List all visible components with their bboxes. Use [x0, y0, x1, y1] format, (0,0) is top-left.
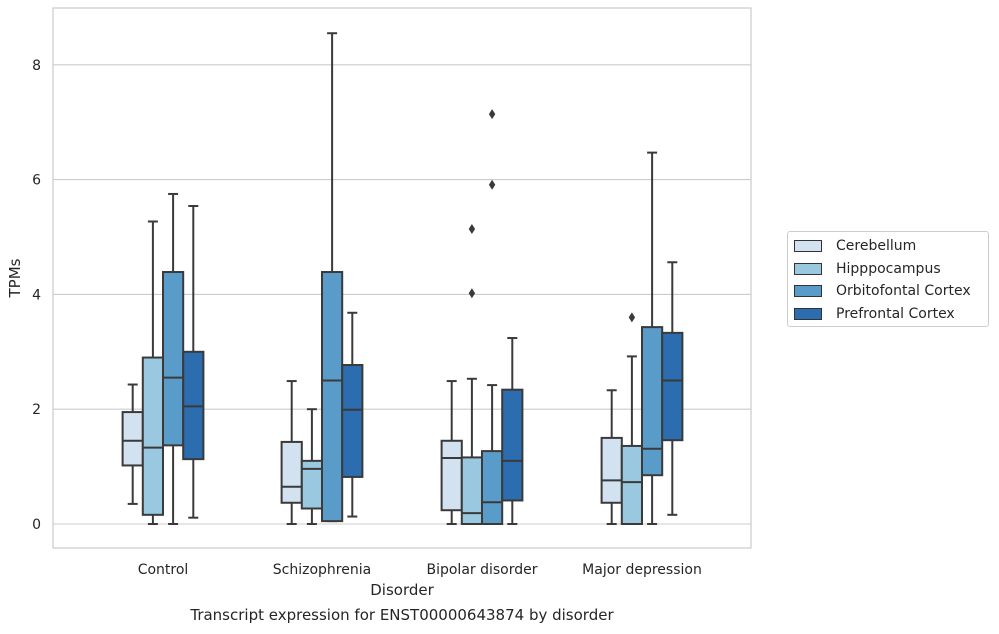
box-rect	[661, 331, 684, 442]
legend-label: Orbitofontal Cortex	[836, 283, 971, 299]
box-rect	[162, 271, 185, 447]
box-rect	[641, 326, 664, 477]
y-tick-label: 6	[32, 173, 41, 189]
box-rect	[121, 411, 144, 467]
legend-label: Prefrontal Cortex	[836, 305, 955, 322]
box-2-3	[501, 337, 524, 525]
box-3-1	[620, 312, 643, 526]
x-axis-label: Disorder	[370, 581, 434, 599]
y-tick-labels: 0 2 4 6 8	[32, 58, 41, 533]
box-rect	[280, 440, 303, 504]
x-tick-label: Schizophrenia	[273, 562, 371, 578]
x-tick-label: Bipolar disorder	[426, 562, 537, 578]
legend-label: Hipppocampus	[836, 260, 941, 277]
box-rect	[141, 356, 165, 516]
outlier-point	[468, 223, 476, 234]
box-rect	[600, 436, 623, 504]
box-rect	[501, 388, 524, 502]
legend-item: Hipppocampus	[794, 259, 941, 279]
x-tick-labels: Control Schizophrenia Bipolar disorder Majo…	[138, 562, 702, 578]
x-tick-label: Control	[138, 562, 189, 578]
box-0-1	[141, 220, 165, 525]
box-rect	[481, 450, 504, 525]
legend-swatch	[794, 307, 822, 320]
outlier-point	[468, 288, 476, 299]
box-0-3	[182, 205, 205, 519]
chart-caption: Transcript expression for ENST0000064387…	[190, 606, 614, 624]
box-series	[121, 32, 684, 526]
legend-item: Cerebellum	[794, 236, 916, 256]
box-3-2	[641, 151, 664, 525]
y-tick-label: 4	[32, 287, 41, 303]
box-1-2	[321, 32, 344, 523]
box-2-1	[460, 223, 483, 525]
legend-item: Prefrontal Cortex	[794, 304, 955, 324]
legend-item: Orbitofontal Cortex	[794, 281, 971, 301]
outlier-point	[488, 109, 496, 120]
outlier-point	[628, 312, 636, 323]
box-1-0	[280, 380, 303, 525]
box-rect	[440, 439, 463, 512]
box-rect	[321, 271, 344, 523]
box-rect	[620, 444, 643, 526]
box-0-0	[121, 383, 144, 505]
box-2-0	[440, 380, 463, 525]
legend: Cerebellum Hipppocampus Orbitofontal Corte…	[787, 231, 989, 327]
y-tick-label: 0	[32, 517, 41, 533]
legend-swatch	[794, 262, 822, 275]
y-tick-label: 2	[32, 402, 41, 418]
box-3-3	[661, 261, 684, 516]
legend-label: Cerebellum	[836, 238, 917, 254]
box-rect	[341, 364, 364, 478]
outlier-point	[488, 179, 496, 190]
legend-swatch	[794, 285, 822, 297]
y-axis-label: TPMs	[6, 258, 24, 298]
y-tick-label: 8	[32, 58, 41, 74]
legend-swatch	[794, 240, 822, 252]
box-1-3	[341, 311, 364, 518]
x-tick-label: Major depression	[582, 562, 702, 578]
box-0-2	[162, 192, 185, 525]
